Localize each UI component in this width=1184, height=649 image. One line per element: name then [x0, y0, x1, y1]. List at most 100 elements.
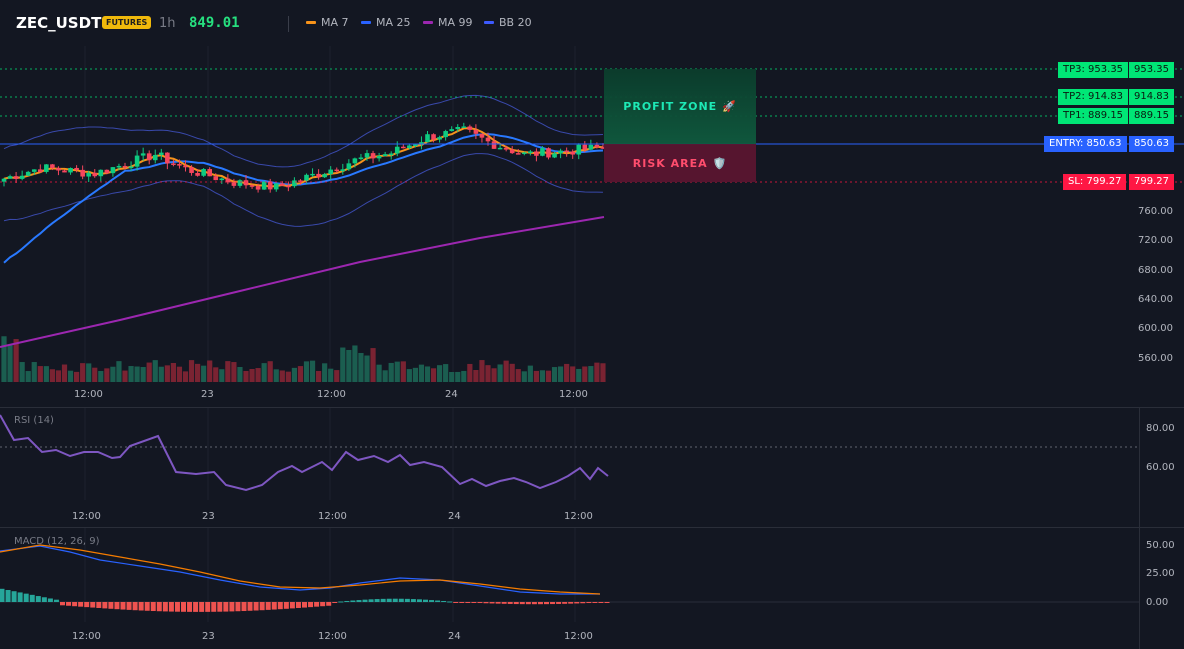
tp3-label: TP3: 953.35 [1063, 64, 1124, 75]
macd-histogram-bar [295, 602, 301, 608]
macd-histogram-bar [392, 598, 398, 602]
candle-body [437, 137, 442, 140]
volume-bar [303, 361, 310, 382]
volume-bar [249, 368, 255, 382]
macd-histogram-bar [537, 602, 543, 605]
trade-levels[interactable] [0, 68, 1184, 183]
candle-body [485, 137, 491, 142]
volume-bar [285, 371, 291, 382]
candle-body [98, 169, 104, 177]
volume-bar [7, 345, 13, 382]
candle-body [189, 167, 194, 173]
macd-histogram-bar [199, 602, 205, 612]
macd-histogram-bar [47, 598, 53, 602]
entry-tag[interactable]: ENTRY: 850.63 [1044, 136, 1127, 152]
volume-bar [279, 370, 285, 382]
macd-histogram-bar [386, 598, 392, 602]
candle-body [1, 178, 7, 182]
candle-body [310, 173, 315, 176]
macd-histogram-bar [489, 602, 495, 604]
time-axis-label: 24 [448, 511, 461, 522]
macd-histogram-bar [41, 597, 47, 602]
legend-ma25[interactable]: MA 25 [361, 16, 411, 29]
volume-bar [213, 367, 219, 382]
time-axis-label: 12:00 [318, 511, 347, 522]
legend-ma99[interactable]: MA 99 [423, 16, 473, 29]
candle-body [509, 149, 515, 154]
ma99-swatch-icon [423, 21, 433, 24]
volume-bar [201, 365, 207, 382]
bollinger-upper [3, 94, 603, 168]
candle-body [534, 151, 539, 156]
volume-bar [49, 369, 55, 382]
macd-histogram-bar [459, 602, 465, 603]
ma25-line [3, 133, 603, 264]
macd-histogram-bar [259, 602, 265, 611]
volume-bar [182, 371, 189, 382]
volume-bar [31, 362, 37, 382]
macd-histogram-bar [168, 602, 174, 612]
macd-histogram-bar [435, 600, 441, 602]
time-axis-label: 12:00 [564, 511, 593, 522]
candle-body [346, 163, 352, 170]
tp1-tag[interactable]: TP1: 889.15 [1058, 108, 1129, 124]
volume-bar [61, 364, 68, 382]
volume-bar [43, 366, 49, 382]
volume-bar [25, 371, 31, 382]
macd-histogram-bar [229, 602, 235, 612]
macd-histogram-bar [5, 590, 11, 602]
volume-bar [328, 368, 334, 382]
candle-body [50, 164, 55, 168]
macd-histogram-bar [0, 588, 5, 602]
sl-tag[interactable]: SL: 799.27 [1063, 174, 1127, 190]
volume-bar [527, 365, 533, 382]
volume-bar [110, 366, 116, 382]
macd-histogram-bar [423, 599, 428, 602]
symbol-name[interactable]: ZEC_USDT [16, 14, 102, 32]
candle-body [413, 144, 418, 147]
timeframe-selector[interactable]: 1h [159, 16, 176, 31]
macd-histogram-bar [344, 600, 350, 602]
legend-bb20[interactable]: BB 20 [484, 16, 532, 29]
volume-bar [146, 362, 152, 382]
candle-body [225, 178, 231, 183]
tp3-price-tag: 953.35 [1129, 62, 1174, 78]
volume-bar [449, 371, 455, 382]
candle-body [401, 146, 406, 149]
macd-histogram-bar [120, 602, 126, 610]
macd-histogram-bar [350, 600, 356, 602]
candle-body [74, 167, 79, 170]
candle-body [195, 172, 200, 176]
macd-histogram-bar [17, 592, 23, 602]
legend-ma99-label: MA 99 [438, 16, 473, 29]
macd-axis-label: 50.00 [1146, 540, 1175, 551]
candle-body [328, 169, 333, 175]
macd-histogram-bar [308, 602, 314, 608]
candle-body [376, 155, 382, 159]
volume-bar [430, 368, 437, 382]
macd-histogram-bar [416, 599, 422, 602]
time-axis-label: 12:00 [74, 389, 103, 400]
volume-bar [98, 371, 104, 382]
macd-histogram-bar [108, 602, 114, 609]
tp3-tag[interactable]: TP3: 953.35 [1058, 62, 1129, 78]
ma7-swatch-icon [306, 21, 316, 24]
macd-histogram-bar [404, 598, 410, 602]
volume-bar [128, 366, 134, 382]
tp2-tag[interactable]: TP2: 914.83 [1058, 89, 1129, 105]
volume-bar [316, 370, 322, 382]
volume-bar [394, 361, 400, 382]
macd-histogram-bar [326, 602, 332, 606]
candle-body [13, 176, 19, 179]
candle-body [122, 165, 128, 168]
legend-ma7[interactable]: MA 7 [306, 16, 349, 29]
candle-body [364, 153, 370, 158]
time-axis-label: 12:00 [72, 511, 101, 522]
candle-body [267, 181, 273, 190]
volume-bar [74, 371, 80, 382]
volume-bar [570, 366, 576, 382]
candle-body [261, 181, 267, 190]
candle-body [128, 166, 134, 169]
macd-histogram-bar [465, 602, 471, 603]
